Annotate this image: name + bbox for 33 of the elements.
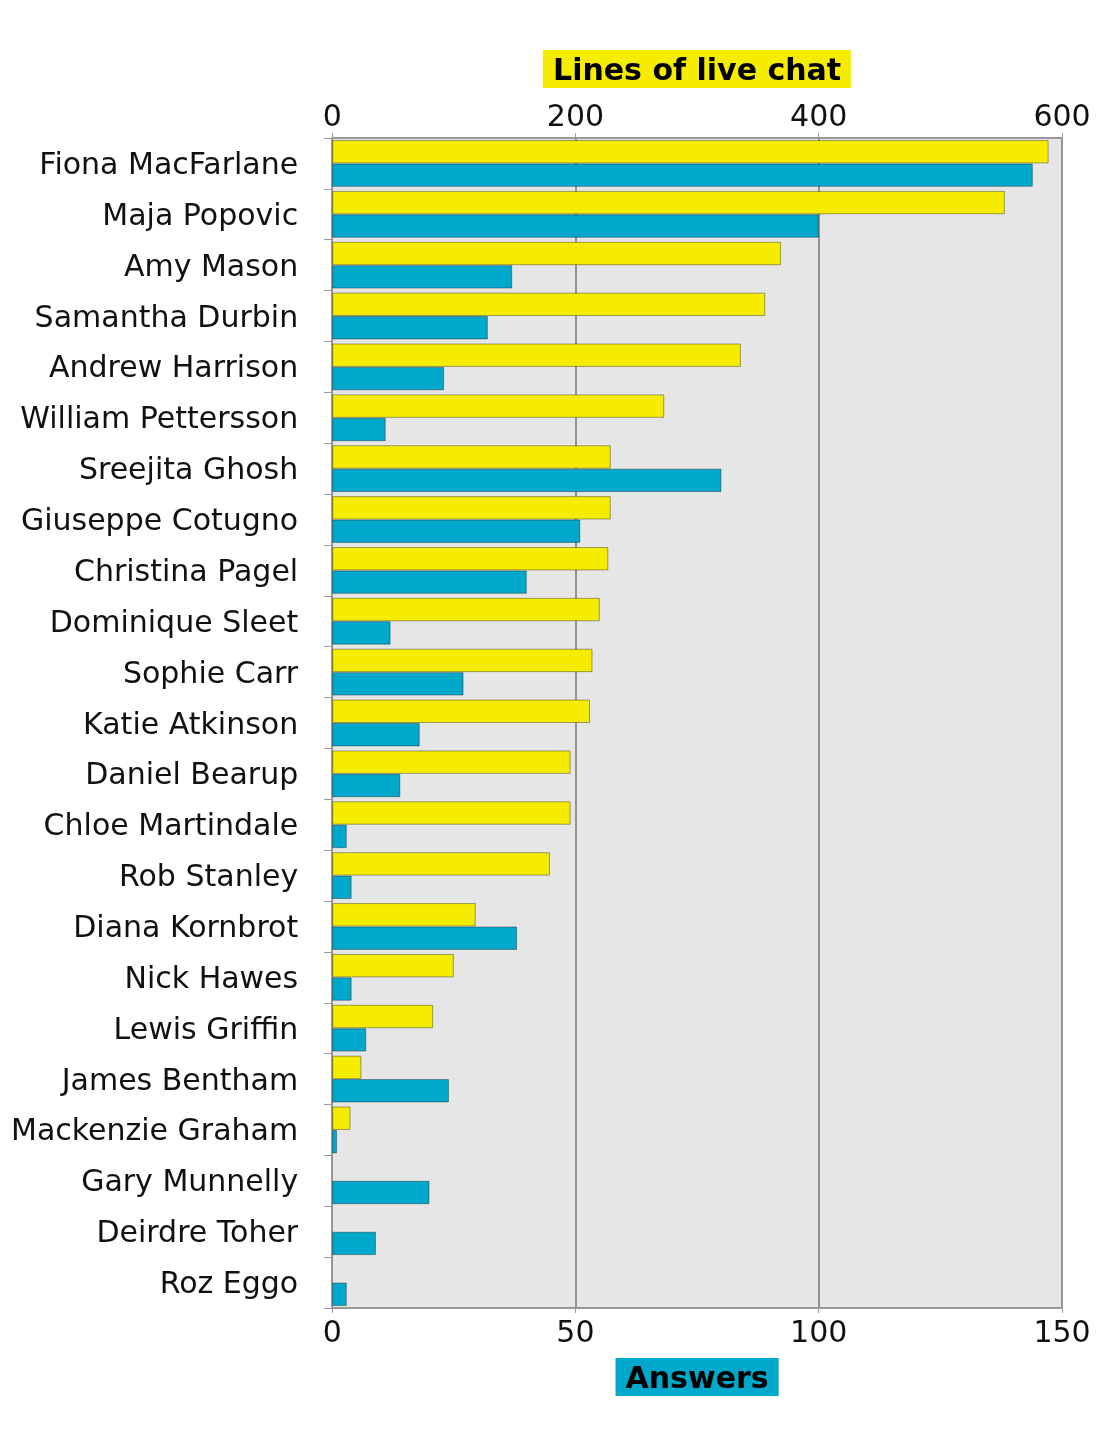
- y-tick-label: Christina Pagel: [73, 552, 299, 588]
- y-tick-label: Nick Hawes: [124, 959, 299, 995]
- x-axis-title: Answers: [625, 1359, 769, 1395]
- y-tick-label: Diana Kornbrot: [73, 908, 299, 944]
- y-tick-label: Maja Popovic: [102, 196, 299, 232]
- y-tick-label: Sreejita Ghosh: [78, 451, 299, 487]
- x2-tick-label: 0: [322, 97, 342, 133]
- y-tick-label: Roz Eggo: [159, 1265, 299, 1301]
- x-tick-label: 50: [556, 1313, 595, 1349]
- x-tick-label: 100: [790, 1313, 848, 1349]
- y-tick-label: Deirdre Toher: [96, 1214, 299, 1250]
- y-tick-label: James Bentham: [59, 1061, 299, 1097]
- y-tick-label: Chloe Martindale: [43, 807, 299, 843]
- x2-tick-label: 600: [1033, 97, 1091, 133]
- x2-axis-title: Lines of live chat: [553, 51, 842, 87]
- y-tick-label: Katie Atkinson: [83, 705, 299, 741]
- y-tick-label: Giuseppe Cotugno: [20, 502, 299, 538]
- y-tick-label: Lewis Griffin: [113, 1010, 299, 1046]
- y-tick-label: Daniel Bearup: [85, 756, 299, 792]
- y-tick-label: Sophie Carr: [122, 654, 299, 690]
- y-tick-label: Andrew Harrison: [48, 349, 299, 385]
- y-tick-label: William Pettersson: [20, 400, 299, 436]
- y-tick-label: Mackenzie Graham: [10, 1112, 299, 1148]
- y-tick-label: Samantha Durbin: [34, 298, 299, 334]
- y-tick-label: Dominique Sleet: [49, 603, 299, 639]
- y-tick-label: Rob Stanley: [119, 858, 299, 894]
- x2-tick-label: 200: [546, 97, 605, 133]
- x-tick-label: 150: [1033, 1313, 1091, 1349]
- y-tick-label: Gary Munnelly: [81, 1163, 299, 1199]
- y-tick-label: Fiona MacFarlane: [39, 145, 299, 181]
- y-tick-label: Amy Mason: [123, 247, 299, 283]
- x2-tick-label: 400: [790, 97, 848, 133]
- x-tick-label: 0: [322, 1313, 342, 1349]
